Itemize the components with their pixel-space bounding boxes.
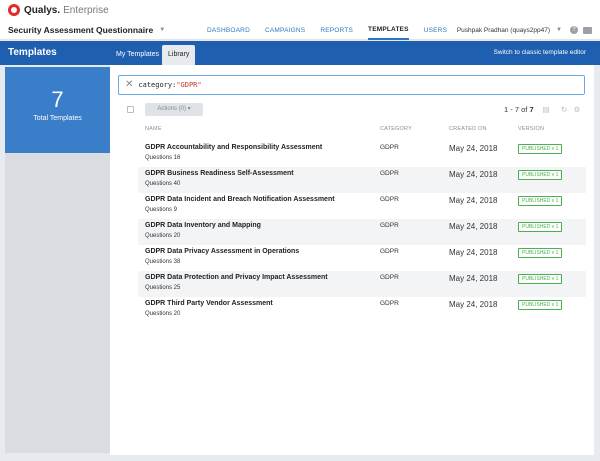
- question-count: Questions 20: [145, 233, 181, 239]
- question-count: Questions 9: [145, 207, 178, 213]
- status-badge: PUBLISHED v 1: [518, 248, 563, 258]
- nav-reports[interactable]: REPORTS: [320, 26, 354, 34]
- app-header: Security Assessment Questionnaire ▼ DASH…: [0, 20, 600, 40]
- nav-users[interactable]: USERS: [423, 26, 448, 34]
- classic-editor-link[interactable]: Switch to classic template editor: [493, 49, 586, 56]
- template-name[interactable]: GDPR Data Inventory and Mapping: [145, 222, 261, 229]
- table-row[interactable]: GDPR Data Incident and Breach Notificati…: [138, 193, 586, 219]
- template-name[interactable]: GDPR Business Readiness Self-Assessment: [145, 170, 294, 177]
- col-header-category[interactable]: CATEGORY: [380, 126, 412, 132]
- brand-name: Qualys.: [24, 4, 61, 16]
- template-created: May 24, 2018: [449, 222, 498, 231]
- template-name[interactable]: GDPR Data Incident and Breach Notificati…: [145, 196, 335, 203]
- gear-icon[interactable]: ⚙: [573, 105, 581, 114]
- question-count: Questions 16: [145, 155, 181, 161]
- toolbar: Actions (0) ▾ 1 - 7 of 7 ▤ ↻ ⚙: [110, 103, 594, 117]
- pagination-summary: 1 - 7 of 7: [504, 105, 534, 114]
- template-created: May 24, 2018: [449, 274, 498, 283]
- main-nav: DASHBOARD CAMPAIGNS REPORTS TEMPLATES US…: [207, 20, 462, 40]
- help-icon[interactable]: ?: [570, 26, 578, 34]
- template-name[interactable]: GDPR Data Protection and Privacy Impact …: [145, 274, 328, 281]
- table-row[interactable]: GDPR Data Privacy Assessment in Operatio…: [138, 245, 586, 271]
- app-title[interactable]: Security Assessment Questionnaire: [8, 24, 154, 35]
- template-created: May 24, 2018: [449, 248, 498, 257]
- template-name[interactable]: GDPR Third Party Vendor Assessment: [145, 300, 273, 307]
- total-templates-count: 7: [51, 87, 64, 112]
- question-count: Questions 20: [145, 311, 181, 317]
- search-filter-value: "GDPR": [176, 81, 202, 89]
- total-templates-label: Total Templates: [33, 115, 82, 122]
- refresh-icon[interactable]: ↻: [560, 105, 568, 114]
- search-input[interactable]: ✕ category: "GDPR": [118, 75, 585, 95]
- table-row[interactable]: GDPR Third Party Vendor Assessment Quest…: [138, 297, 586, 323]
- table-row[interactable]: GDPR Data Inventory and Mapping Question…: [138, 219, 586, 245]
- user-name[interactable]: Pushpak Pradhan (quays2pp47): [456, 26, 551, 34]
- table-row[interactable]: GDPR Accountability and Responsibility A…: [138, 141, 586, 167]
- nav-campaigns[interactable]: CAMPAIGNS: [264, 26, 306, 34]
- total-templates-card: 7 Total Templates: [5, 67, 110, 153]
- template-name[interactable]: GDPR Data Privacy Assessment in Operatio…: [145, 248, 300, 255]
- table-row[interactable]: GDPR Business Readiness Self-Assessment …: [138, 167, 586, 193]
- brand-bar: Qualys. Enterprise: [0, 0, 600, 20]
- table-row[interactable]: GDPR Data Protection and Privacy Impact …: [138, 271, 586, 297]
- mail-icon[interactable]: [583, 26, 592, 34]
- status-badge: PUBLISHED v 1: [518, 222, 563, 232]
- close-icon[interactable]: ✕: [125, 79, 134, 90]
- select-all-checkbox[interactable]: [127, 106, 134, 113]
- tab-library[interactable]: Library: [162, 45, 196, 65]
- user-area: Pushpak Pradhan (quays2pp47) ▼ ?: [457, 20, 592, 40]
- col-header-version[interactable]: VERSION: [518, 126, 545, 132]
- status-badge: PUBLISHED v 1: [518, 144, 563, 154]
- template-created: May 24, 2018: [449, 144, 498, 153]
- template-category: GDPR: [380, 274, 399, 281]
- pagination-range: 1 - 7 of: [504, 105, 528, 114]
- actions-button[interactable]: Actions (0) ▾: [145, 103, 203, 116]
- col-header-name[interactable]: NAME: [145, 126, 162, 132]
- status-badge: PUBLISHED v 1: [518, 274, 563, 284]
- left-panel: [5, 153, 110, 453]
- qualys-logo-icon: [8, 4, 20, 16]
- template-category: GDPR: [380, 222, 399, 229]
- brand-edition: Enterprise: [63, 4, 109, 16]
- question-count: Questions 25: [145, 285, 181, 291]
- status-badge: PUBLISHED v 1: [518, 170, 563, 180]
- nav-dashboard[interactable]: DASHBOARD: [207, 26, 250, 34]
- search-filter-key: category:: [138, 81, 177, 89]
- pagination-total: 7: [529, 105, 534, 114]
- tab-my-templates[interactable]: My Templates: [116, 51, 160, 58]
- question-count: Questions 38: [145, 259, 181, 265]
- chevron-down-icon[interactable]: ▼: [159, 26, 166, 33]
- main-panel: ✕ category: "GDPR" Actions (0) ▾ 1 - 7 o…: [110, 65, 594, 455]
- module-title: Templates: [8, 47, 57, 58]
- export-icon[interactable]: ▤: [542, 105, 550, 114]
- template-category: GDPR: [380, 144, 399, 151]
- template-created: May 24, 2018: [449, 196, 498, 205]
- status-badge: PUBLISHED v 1: [518, 196, 563, 206]
- template-created: May 24, 2018: [449, 170, 498, 179]
- template-category: GDPR: [380, 170, 399, 177]
- col-header-created[interactable]: CREATED ON: [449, 126, 487, 132]
- template-created: May 24, 2018: [449, 300, 498, 309]
- template-category: GDPR: [380, 300, 399, 307]
- user-menu-chevron-icon[interactable]: ▼: [556, 27, 562, 33]
- status-badge: PUBLISHED v 1: [518, 300, 563, 310]
- template-category: GDPR: [380, 248, 399, 255]
- module-bar: Templates My Templates Library Switch to…: [0, 41, 600, 65]
- template-name[interactable]: GDPR Accountability and Responsibility A…: [145, 144, 323, 151]
- template-category: GDPR: [380, 196, 399, 203]
- nav-templates[interactable]: TEMPLATES: [368, 20, 409, 40]
- question-count: Questions 40: [145, 181, 181, 187]
